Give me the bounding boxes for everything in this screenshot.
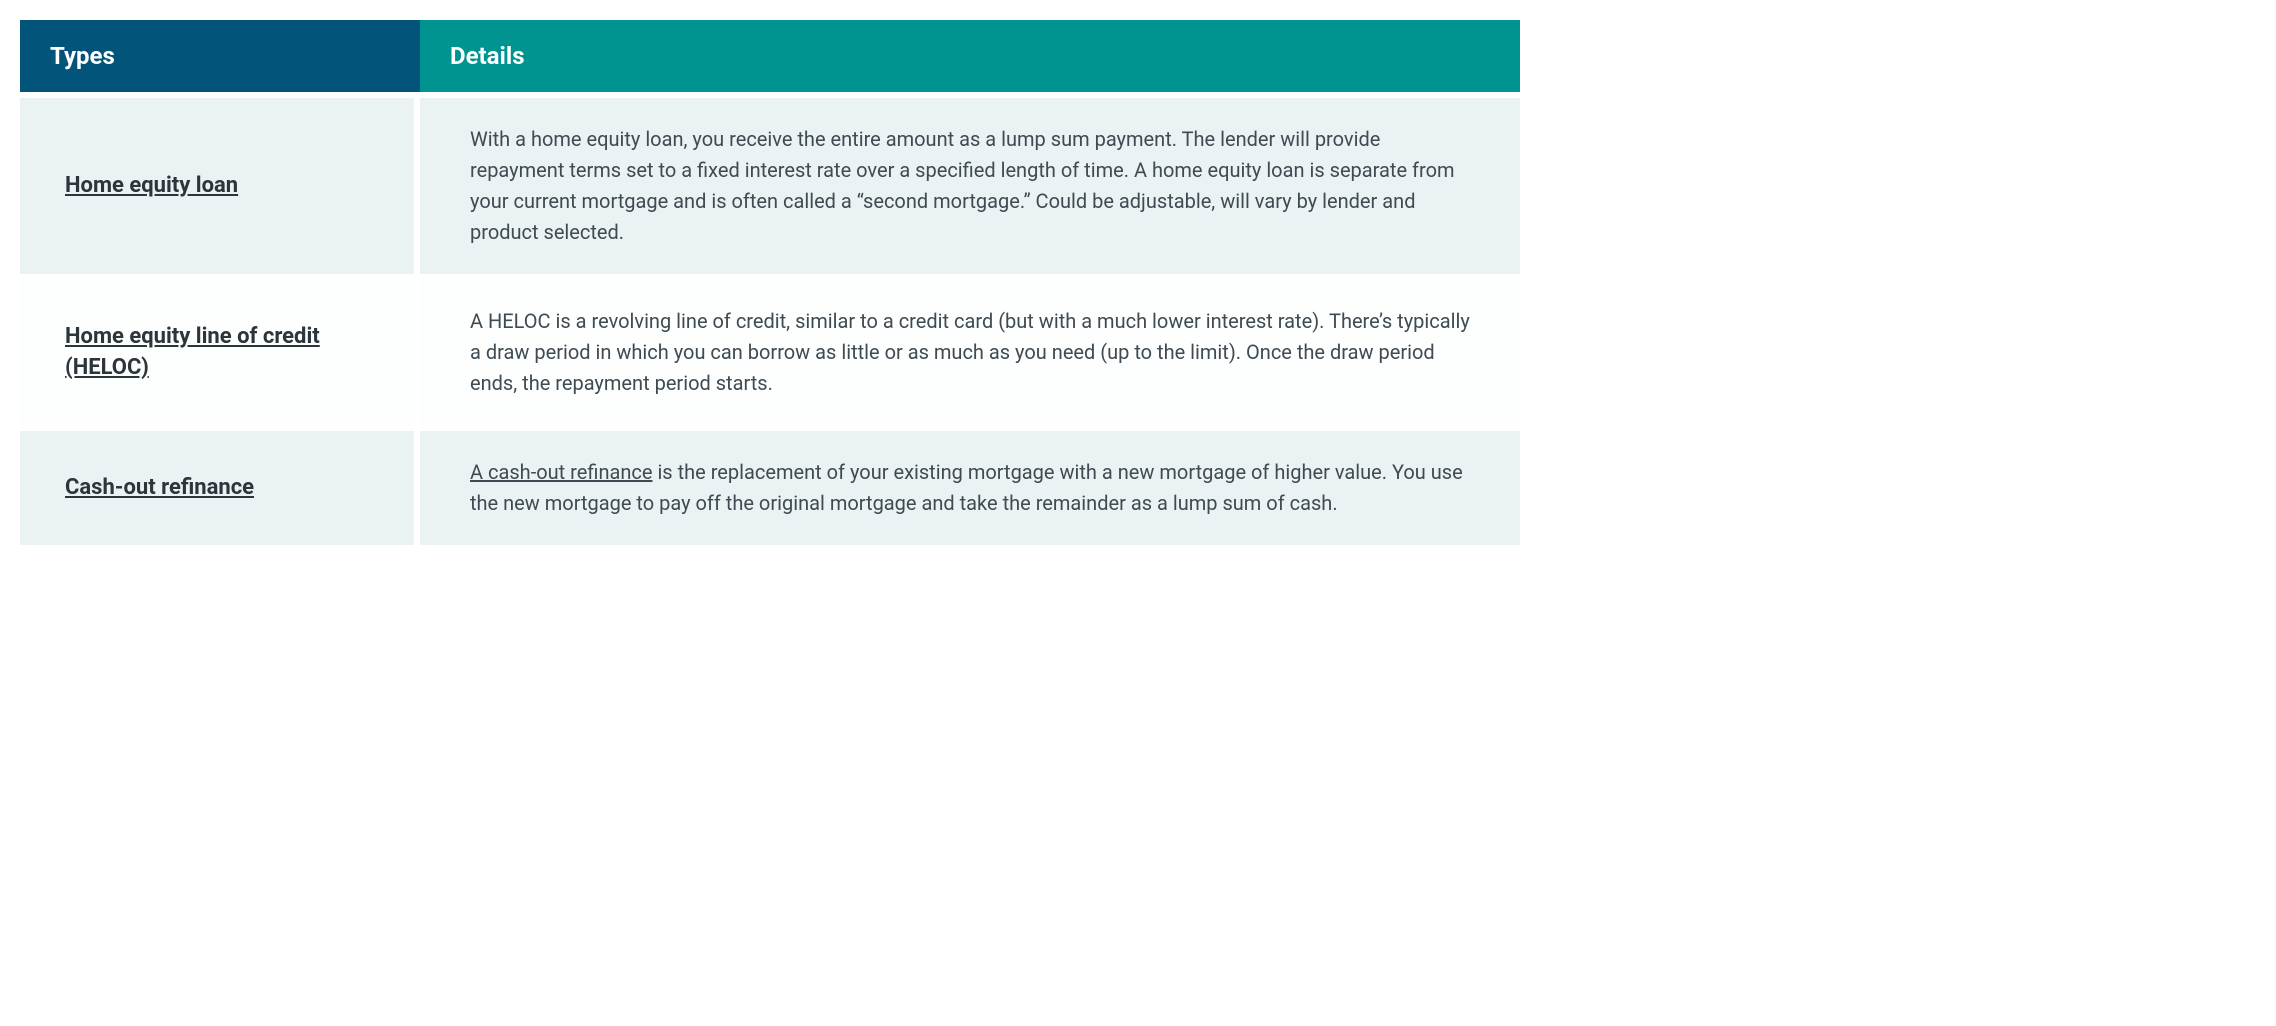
details-text: With a home equity loan, you receive the… [470,124,1470,248]
type-cell: Home equity line of credit (HELOC) [20,280,420,425]
details-cell: A HELOC is a revolving line of credit, s… [420,280,1520,425]
details-text: A cash-out refinance is the replacement … [470,457,1470,519]
table-row: Home equity loan With a home equity loan,… [20,92,1520,274]
details-text: A HELOC is a revolving line of credit, s… [470,306,1470,399]
header-details: Details [420,20,1520,92]
table-header-row: Types Details [20,20,1520,92]
details-cell: With a home equity loan, you receive the… [420,98,1520,274]
details-inline-link[interactable]: A cash-out refinance [470,460,652,484]
type-cell: Home equity loan [20,98,420,274]
header-types: Types [20,20,420,92]
type-link[interactable]: Home equity line of credit (HELOC) [65,322,369,384]
type-link[interactable]: Cash-out refinance [65,473,254,504]
type-link[interactable]: Home equity loan [65,171,238,202]
details-cell: A cash-out refinance is the replacement … [420,431,1520,545]
table-row: Home equity line of credit (HELOC) A HELO… [20,274,1520,425]
type-cell: Cash-out refinance [20,431,420,545]
loan-types-table: Types Details Home equity loan With a hom… [20,20,1520,545]
table-row: Cash-out refinance A cash-out refinance i… [20,425,1520,545]
